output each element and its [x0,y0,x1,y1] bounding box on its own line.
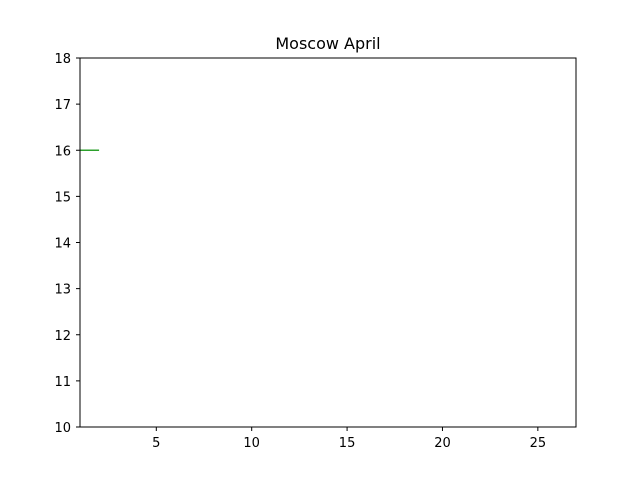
y-tick-label: 17 [54,98,71,113]
x-tick-label: 5 [152,436,160,451]
axes-frame [79,57,577,428]
x-tick-label: 15 [339,436,356,451]
y-tick-label: 15 [54,190,71,205]
y-tick-label: 18 [54,52,71,67]
plot-area: 5 10 15 20 25 10 11 12 13 14 15 16 17 18 [54,52,546,451]
y-tick-label: 12 [54,329,71,344]
y-tick-label: 10 [54,421,71,436]
x-tick-label: 20 [434,436,451,451]
y-tick-label: 14 [54,237,71,252]
y-tick-label: 11 [54,375,71,390]
y-tick-label: 16 [54,144,71,159]
y-tick-label: 13 [54,283,71,298]
x-tick-label: 25 [530,436,547,451]
x-tick-label: 10 [243,436,260,451]
chart-title: Moscow April [275,34,380,53]
